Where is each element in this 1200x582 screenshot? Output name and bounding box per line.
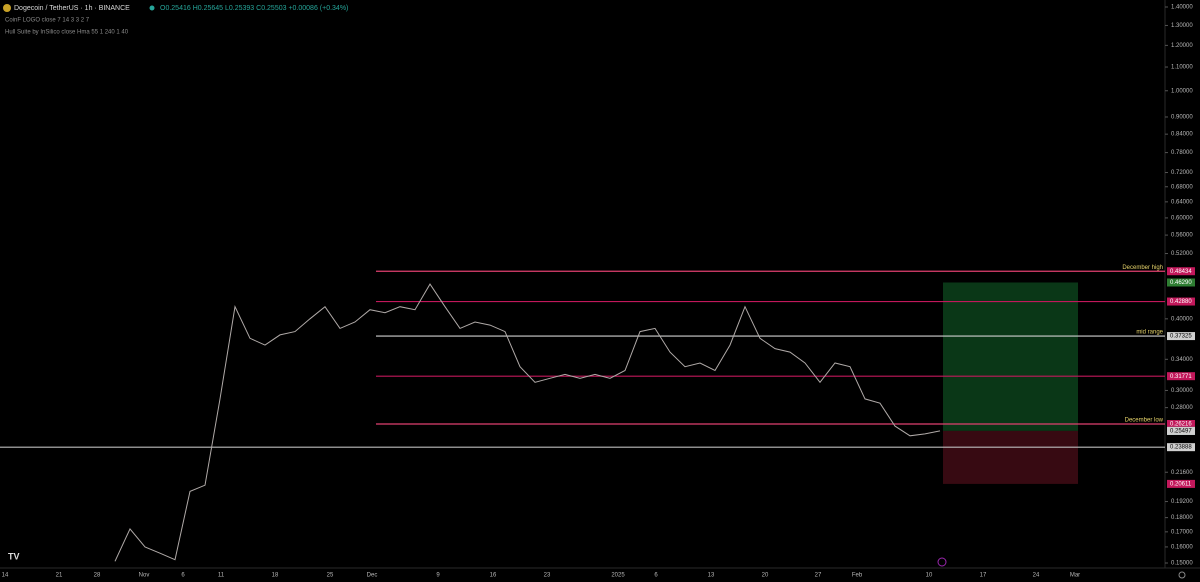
time-tick-label: 13 — [708, 573, 715, 579]
time-tick-label: 11 — [218, 573, 225, 579]
price-badge-label: 0.46290 — [1170, 280, 1192, 286]
price-badge-label: 0.48434 — [1170, 269, 1192, 275]
price-tick-label: 0.15000 — [1171, 561, 1193, 567]
price-badge — [1167, 267, 1195, 276]
level-label: December low — [1125, 418, 1164, 424]
price-tick-label: 1.00000 — [1171, 88, 1193, 94]
loss-zone — [943, 430, 1078, 484]
price-badge — [1167, 443, 1195, 452]
price-tick-label: 0.34000 — [1171, 357, 1193, 363]
price-badge — [1167, 426, 1195, 435]
time-tick-label: 18 — [272, 573, 279, 579]
symbol-title[interactable]: Dogecoin / TetherUS · 1h · BINANCE — [14, 5, 130, 12]
price-tick-label: 0.56000 — [1171, 233, 1193, 239]
profit-zone — [943, 282, 1078, 431]
price-badge-label: 0.26216 — [1170, 422, 1192, 428]
price-tick-label: 0.40000 — [1171, 316, 1193, 322]
time-tick-label: 20 — [762, 573, 769, 579]
price-tick-label: 1.30000 — [1171, 23, 1193, 29]
time-tick-label: 16 — [490, 573, 497, 579]
tv-logo[interactable]: TV — [8, 551, 20, 561]
price-tick-label: 0.18000 — [1171, 515, 1193, 521]
time-tick-label: 2025 — [611, 573, 625, 579]
event-icon[interactable] — [937, 557, 947, 567]
plot-area: December high mid range December low — [0, 265, 1165, 562]
price-tick-label: 0.30000 — [1171, 388, 1193, 394]
price-badge — [1167, 278, 1195, 287]
price-tick-label: 0.28000 — [1171, 405, 1193, 411]
price-tick-label: 1.10000 — [1171, 65, 1193, 71]
price-tick-label: 0.72000 — [1171, 170, 1193, 176]
price-badge — [1167, 332, 1195, 341]
indicator-label[interactable]: Hull Suite by InSilico close Hma 55 1 24… — [5, 30, 129, 36]
time-tick-label: 21 — [56, 573, 63, 579]
market-status — [149, 5, 155, 11]
price-badge-label: 0.42880 — [1170, 299, 1192, 305]
price-tick-label: 0.19200 — [1171, 499, 1193, 505]
price-badge-label: 0.31771 — [1170, 374, 1192, 380]
price-badge-label: 0.25497 — [1170, 429, 1192, 435]
level-label: mid range — [1136, 330, 1163, 336]
time-tick-label: 17 — [980, 573, 987, 579]
time-tick-label: 10 — [926, 573, 933, 579]
time-tick-label: Feb — [852, 573, 863, 579]
price-tick-label: 0.16000 — [1171, 545, 1193, 551]
symbol-icon[interactable] — [3, 4, 11, 12]
price-badge-label: 0.23888 — [1170, 445, 1192, 451]
price-tick-label: 0.84000 — [1171, 132, 1193, 138]
time-tick-label: Mar — [1070, 573, 1080, 579]
ohlc: O0.25416 H0.25645 L0.25393 C0.25503 +0.0… — [160, 5, 348, 12]
price-tick-label: 0.68000 — [1171, 184, 1193, 190]
price-tick-label: 0.60000 — [1171, 215, 1193, 221]
price-badge — [1167, 297, 1195, 306]
indicator-label[interactable]: CoinF LOGO close 7 14 3 3 2 7 — [5, 18, 90, 24]
time-tick-label: 6 — [181, 573, 185, 579]
time-tick-label: Nov — [139, 573, 150, 579]
price-tick-label: 0.64000 — [1171, 199, 1193, 205]
level-label: December high — [1122, 265, 1163, 271]
price-badge-label: 0.37325 — [1170, 334, 1192, 340]
price-tick-label: 0.17000 — [1171, 529, 1193, 535]
price-badge — [1167, 479, 1195, 488]
time-tick-label: 27 — [815, 573, 822, 579]
time-tick-label: Dec — [367, 573, 378, 579]
time-tick-label: 14 — [2, 573, 9, 579]
price-badge — [1167, 372, 1195, 381]
price-tick-label: 0.90000 — [1171, 115, 1193, 121]
price-line — [114, 283, 941, 562]
time-tick-label: 28 — [94, 573, 101, 579]
settings-icon[interactable] — [1178, 571, 1186, 579]
price-tick-label: 1.40000 — [1171, 5, 1193, 11]
time-tick-label: 9 — [436, 573, 440, 579]
time-tick-label: 25 — [327, 573, 334, 579]
price-badge-label: 0.20611 — [1170, 481, 1192, 487]
price-badge — [1167, 420, 1195, 429]
price-tick-label: 0.21600 — [1171, 470, 1193, 476]
price-tick-label: 0.52000 — [1171, 251, 1193, 257]
price-tick-label: 1.20000 — [1171, 43, 1193, 49]
time-tick-label: 6 — [654, 573, 658, 579]
price-tick-label: 0.78000 — [1171, 150, 1193, 156]
time-tick-label: 23 — [544, 573, 551, 579]
time-tick-label: 24 — [1033, 573, 1040, 579]
